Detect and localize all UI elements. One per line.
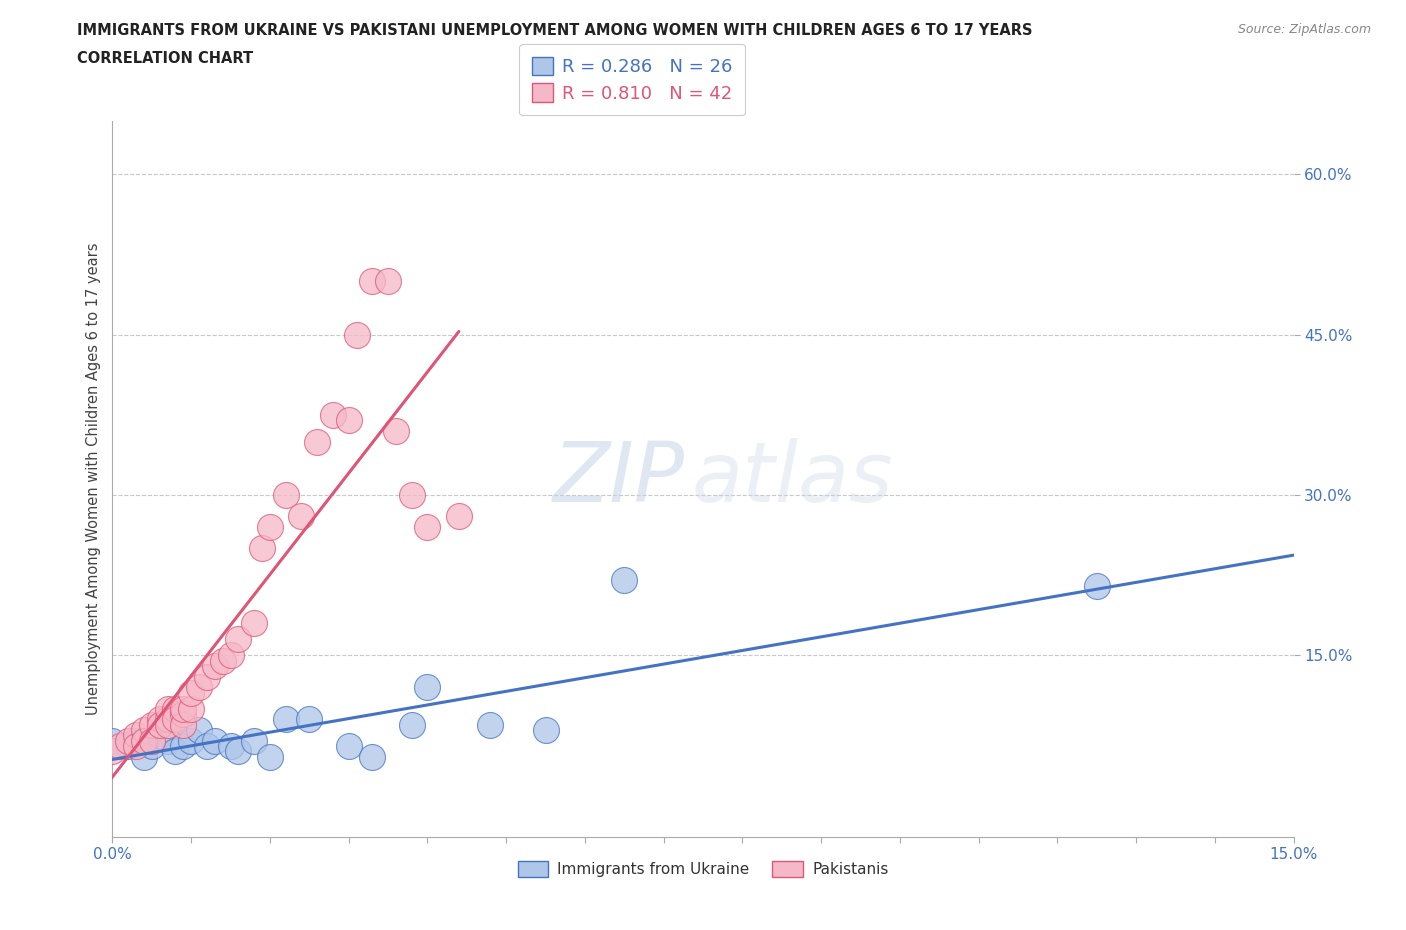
Point — [165, 744, 187, 759]
Point — [125, 738, 148, 753]
Point — [447, 509, 470, 524]
Point — [172, 701, 194, 716]
Point — [156, 734, 179, 749]
Point — [125, 728, 148, 743]
Point — [259, 520, 281, 535]
Point — [377, 273, 399, 288]
Point — [298, 712, 321, 727]
Point — [188, 680, 211, 695]
Point — [346, 327, 368, 342]
Point — [274, 712, 297, 727]
Point — [172, 738, 194, 753]
Point — [149, 728, 172, 743]
Point — [195, 670, 218, 684]
Point — [211, 653, 233, 668]
Point — [259, 750, 281, 764]
Point — [117, 738, 139, 753]
Point — [401, 487, 423, 502]
Point — [195, 738, 218, 753]
Y-axis label: Unemployment Among Women with Children Ages 6 to 17 years: Unemployment Among Women with Children A… — [86, 243, 101, 715]
Point — [141, 717, 163, 732]
Point — [204, 734, 226, 749]
Text: IMMIGRANTS FROM UKRAINE VS PAKISTANI UNEMPLOYMENT AMONG WOMEN WITH CHILDREN AGES: IMMIGRANTS FROM UKRAINE VS PAKISTANI UNE… — [77, 23, 1033, 38]
Point — [101, 744, 124, 759]
Point — [416, 680, 439, 695]
Point — [149, 717, 172, 732]
Point — [180, 701, 202, 716]
Point — [534, 723, 557, 737]
Point — [361, 750, 384, 764]
Point — [250, 541, 273, 556]
Text: Source: ZipAtlas.com: Source: ZipAtlas.com — [1237, 23, 1371, 36]
Point — [290, 509, 312, 524]
Point — [141, 738, 163, 753]
Point — [219, 738, 242, 753]
Point — [228, 631, 250, 646]
Point — [322, 407, 344, 422]
Text: atlas: atlas — [692, 438, 893, 520]
Point — [479, 717, 502, 732]
Point — [132, 750, 155, 764]
Point — [401, 717, 423, 732]
Point — [219, 648, 242, 663]
Point — [337, 738, 360, 753]
Point — [149, 712, 172, 727]
Text: CORRELATION CHART: CORRELATION CHART — [77, 51, 253, 66]
Point — [180, 734, 202, 749]
Point — [117, 734, 139, 749]
Point — [165, 712, 187, 727]
Point — [156, 712, 179, 727]
Point — [156, 717, 179, 732]
Point — [172, 707, 194, 722]
Point — [307, 434, 329, 449]
Point — [243, 616, 266, 631]
Point — [274, 487, 297, 502]
Point — [165, 701, 187, 716]
Point — [385, 423, 408, 438]
Point — [1085, 578, 1108, 593]
Point — [337, 413, 360, 428]
Point — [243, 734, 266, 749]
Point — [110, 738, 132, 753]
Point — [204, 658, 226, 673]
Point — [172, 717, 194, 732]
Text: ZIP: ZIP — [554, 438, 685, 520]
Point — [188, 723, 211, 737]
Point — [132, 723, 155, 737]
Point — [416, 520, 439, 535]
Point — [613, 573, 636, 588]
Legend: Immigrants from Ukraine, Pakistanis: Immigrants from Ukraine, Pakistanis — [512, 855, 894, 884]
Point — [101, 734, 124, 749]
Point — [228, 744, 250, 759]
Point — [361, 273, 384, 288]
Point — [156, 701, 179, 716]
Point — [141, 734, 163, 749]
Point — [180, 685, 202, 700]
Point — [125, 734, 148, 749]
Point — [132, 734, 155, 749]
